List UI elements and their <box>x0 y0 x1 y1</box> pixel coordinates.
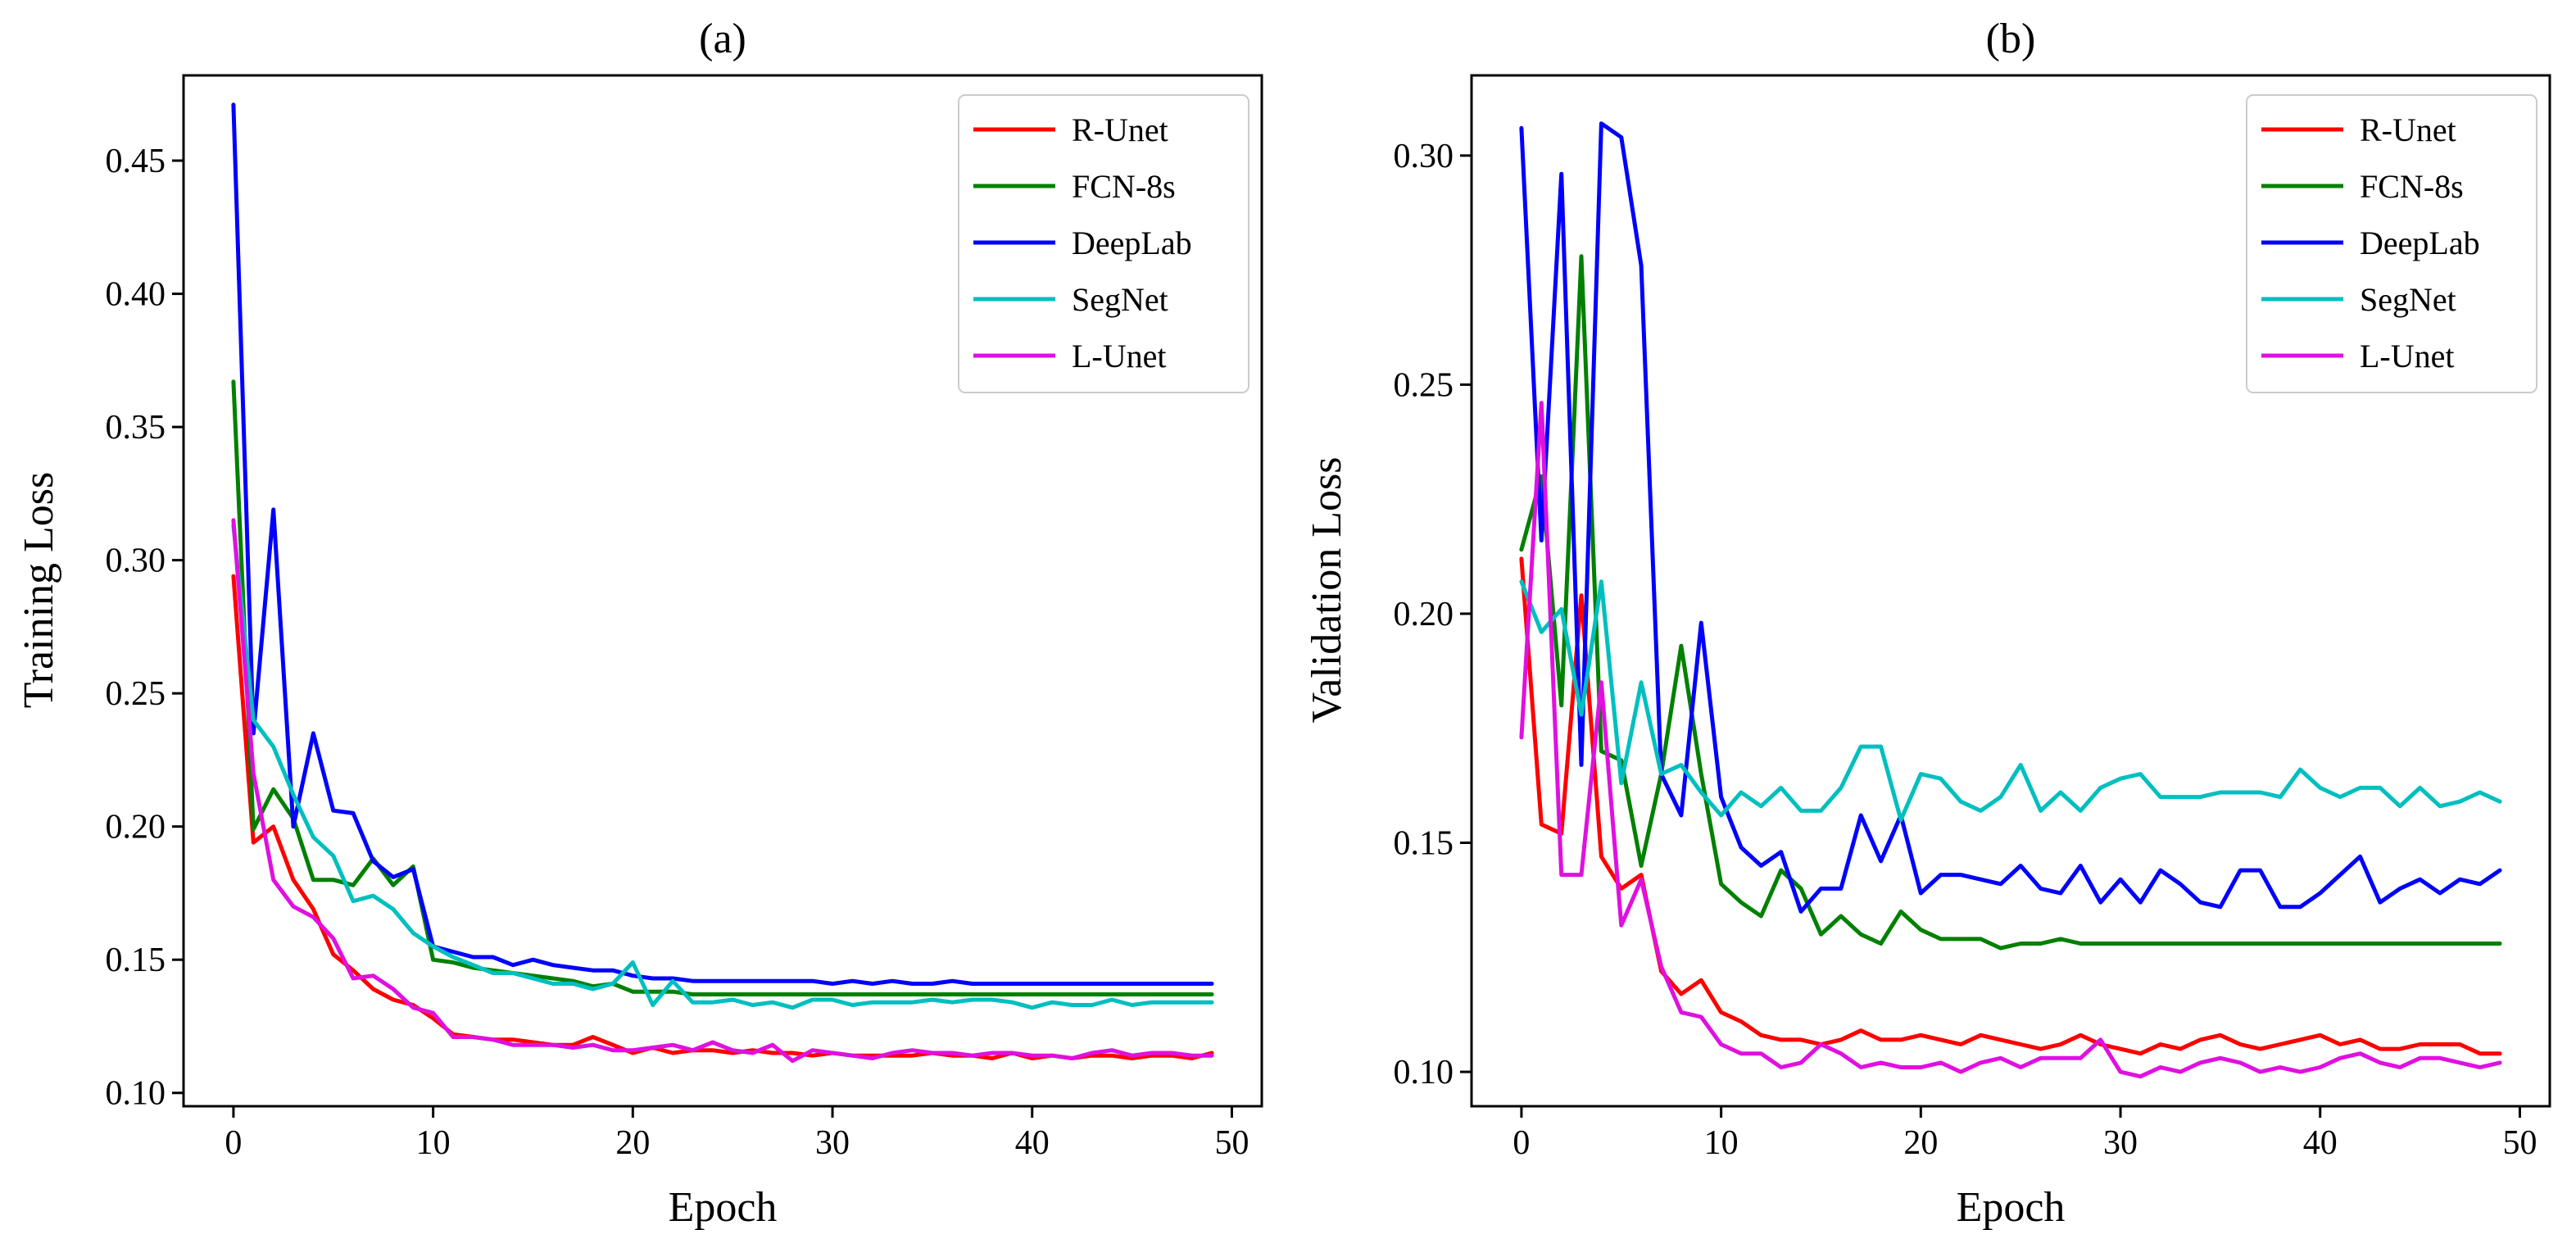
x-tick-label: 30 <box>815 1124 850 1162</box>
legend-label: SegNet <box>1072 281 1168 318</box>
y-tick-label: 0.10 <box>1394 1054 1454 1091</box>
plot-area: 0 10 20 30 40 50 0.10 0.15 0.20 0.25 0.30 R-Unet FCN… <box>1394 74 2551 1162</box>
y-tick-label: 0.15 <box>106 942 166 979</box>
series-line-r-unet <box>231 574 1214 1060</box>
legend-label: L-Unet <box>1072 338 1167 374</box>
y-axis-label: Validation Loss <box>1304 457 1350 724</box>
legend-label: R-Unet <box>2360 111 2456 148</box>
y-tick-label: 0.45 <box>106 143 166 180</box>
legend-label: SegNet <box>2360 281 2456 318</box>
y-tick-label: 0.20 <box>1394 596 1454 633</box>
legend-label: DeepLab <box>1072 225 1192 261</box>
chart-title: (b) <box>1986 16 2036 62</box>
x-tick-label: 20 <box>1903 1124 1938 1162</box>
series-line-deeplab <box>1519 121 2502 914</box>
series-line-fcn-8s <box>1519 254 2502 951</box>
chart-title: (a) <box>699 16 746 62</box>
series-line-fcn-8s <box>231 379 1214 996</box>
legend-label: FCN-8s <box>2360 168 2464 205</box>
legend: R-Unet FCN-8s DeepLab SegNet L-Unet <box>958 94 1249 393</box>
plot-area: 0 10 20 30 40 50 0.10 0.15 0.20 0.25 0.30 0.35 0.40 0… <box>106 74 1263 1162</box>
y-tick-label: 0.10 <box>106 1075 166 1113</box>
x-tick-label: 20 <box>615 1124 650 1162</box>
panel-b: (b) Validation Loss Epoch 0 10 20 30 40 50 0.1… <box>1304 16 2551 1231</box>
x-tick-label: 40 <box>2303 1124 2338 1162</box>
y-tick-label: 0.25 <box>1394 366 1454 404</box>
legend-label: L-Unet <box>2360 338 2455 374</box>
x-tick-label: 0 <box>224 1124 242 1162</box>
axes-frame <box>182 74 1263 1108</box>
legend: R-Unet FCN-8s DeepLab SegNet L-Unet <box>2246 94 2537 393</box>
y-tick-label: 0.40 <box>106 276 166 314</box>
series-line-segnet <box>1519 579 2502 823</box>
series-line-l-unet <box>1519 401 2502 1079</box>
legend-label: FCN-8s <box>1072 168 1176 205</box>
legend-box <box>958 94 1249 393</box>
legend-box <box>2246 94 2537 393</box>
x-axis-label: Epoch <box>669 1184 778 1231</box>
x-tick-label: 10 <box>1704 1124 1739 1162</box>
legend-label: DeepLab <box>2360 225 2480 261</box>
y-tick-label: 0.30 <box>1394 138 1454 175</box>
x-tick-label: 50 <box>2502 1124 2537 1162</box>
y-tick-label: 0.35 <box>106 409 166 447</box>
x-axis-label: Epoch <box>1957 1184 2066 1231</box>
series-line-r-unet <box>1519 556 2502 1056</box>
y-tick-label: 0.20 <box>106 809 166 846</box>
axes-frame <box>1470 74 2551 1108</box>
x-tick-label: 0 <box>1512 1124 1530 1162</box>
series-line-l-unet <box>231 518 1214 1064</box>
x-tick-label: 10 <box>416 1124 451 1162</box>
y-tick-label: 0.30 <box>106 542 166 580</box>
x-tick-label: 40 <box>1015 1124 1050 1162</box>
x-tick-label: 30 <box>2103 1124 2138 1162</box>
y-tick-label: 0.25 <box>106 675 166 713</box>
series-line-deeplab <box>231 102 1214 986</box>
y-axis-label: Training Loss <box>16 472 62 708</box>
legend-label: R-Unet <box>1072 111 1168 148</box>
series-line-segnet <box>231 523 1214 1010</box>
y-tick-label: 0.15 <box>1394 825 1454 863</box>
x-tick-label: 50 <box>1214 1124 1249 1162</box>
panel-a: (a) Training Loss Epoch 0 10 20 30 40 500.100… <box>16 16 1263 1231</box>
